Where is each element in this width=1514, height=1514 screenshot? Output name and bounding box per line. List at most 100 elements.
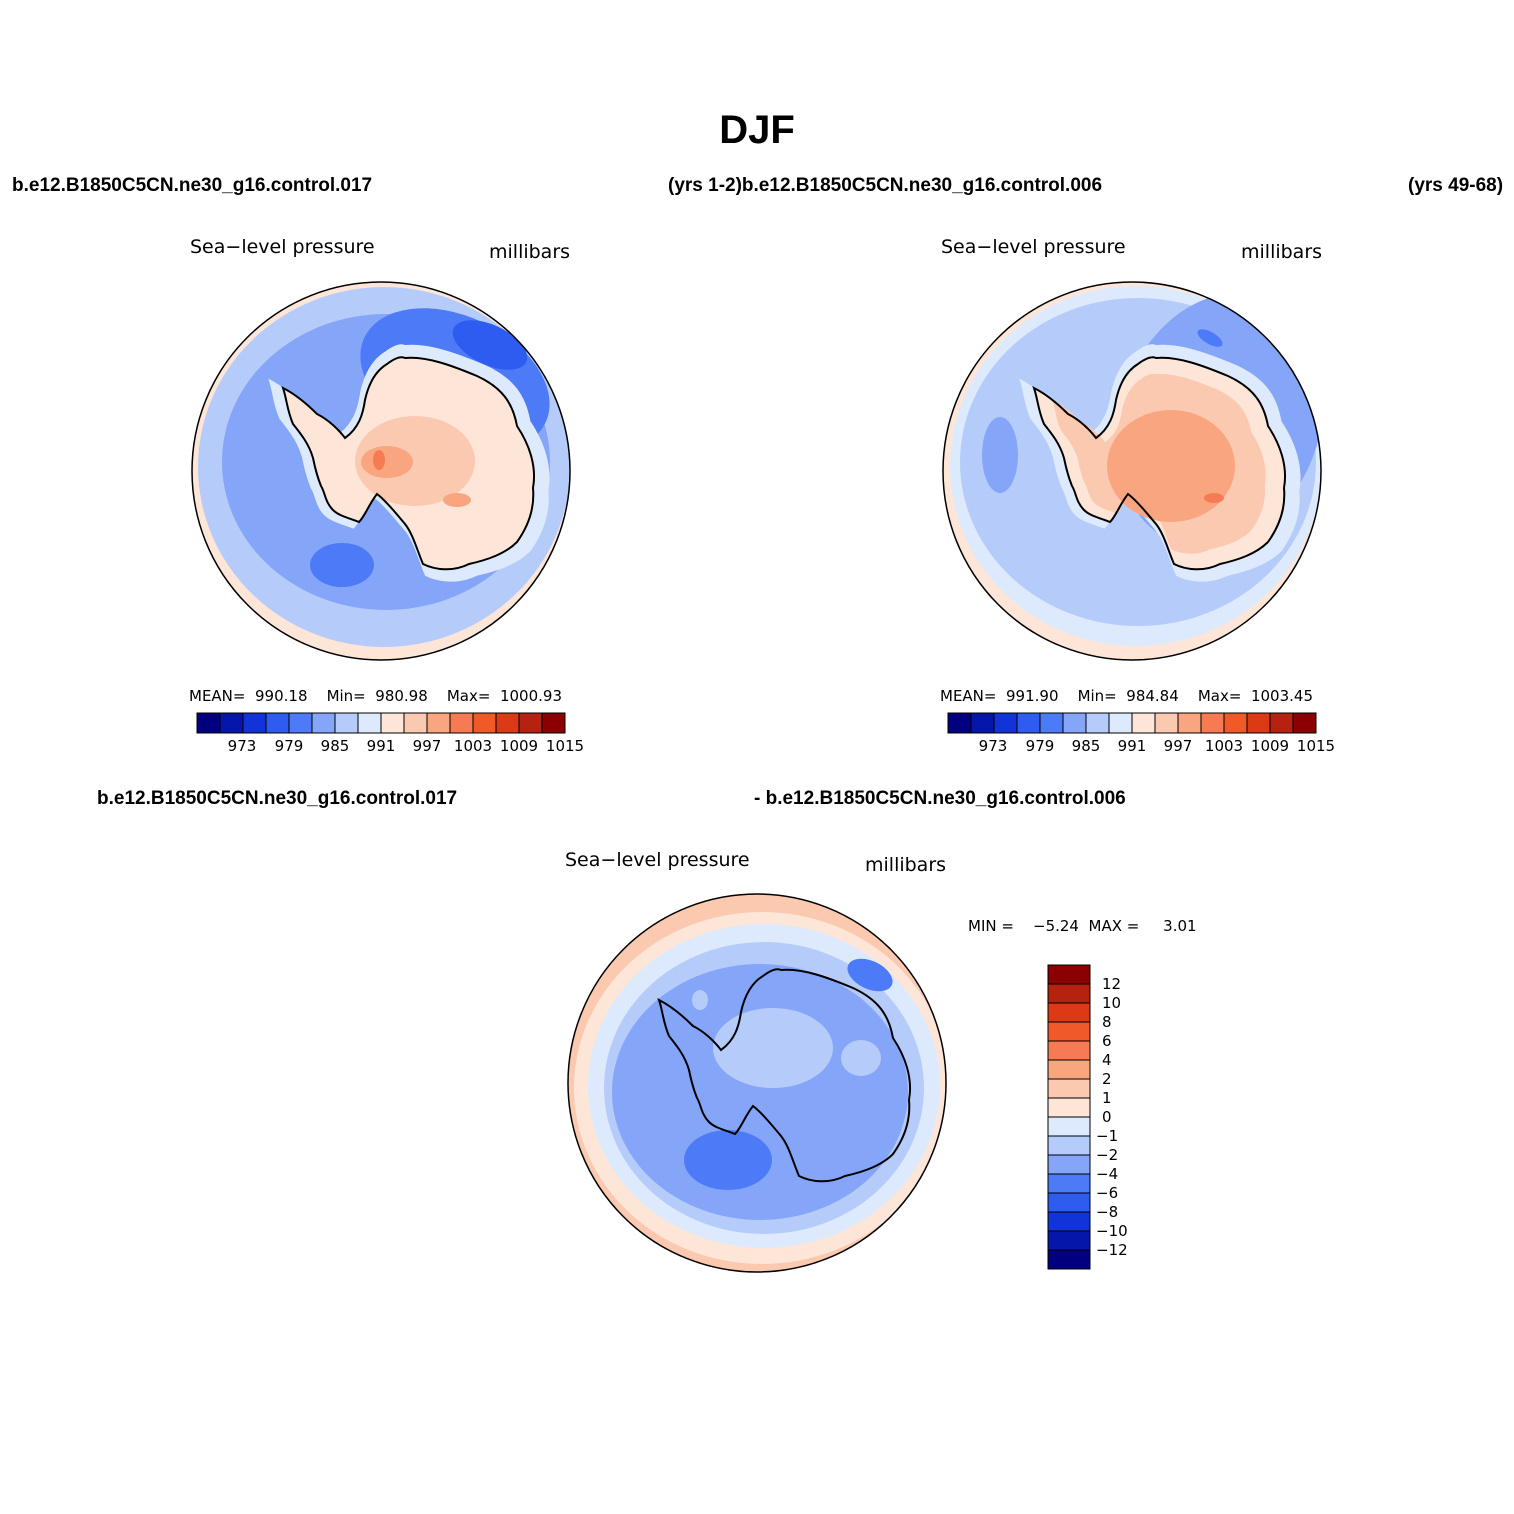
- diff-colorbar-tick-label: −8: [1096, 1203, 1118, 1221]
- panel1-colorbar-swatch: [265, 712, 290, 734]
- panel1-colorbar-tick-label: 997: [413, 737, 442, 755]
- diff-colorbar-swatch: [1047, 1002, 1091, 1023]
- diff-colorbar-swatch: [1047, 983, 1091, 1004]
- panel1-colorbar: 973 979 985 991 997 1003 1009 1015: [196, 712, 584, 755]
- panel2-colorbar-swatch: [1200, 712, 1225, 734]
- diff-colorbar-swatch: [1047, 1116, 1091, 1137]
- panel3-units-label: millibars: [865, 854, 947, 876]
- diff-case-a-label: b.e12.B1850C5CN.ne30_g16.control.017: [97, 788, 458, 809]
- panel1-colorbar-tick-label: 1015: [546, 737, 584, 755]
- diff-colorbar-swatch: [1047, 1211, 1091, 1232]
- diff-case-b-label: - b.e12.B1850C5CN.ne30_g16.control.006: [754, 788, 1126, 809]
- panel1-colorbar-tick-label: 985: [321, 737, 350, 755]
- panel1-colorbar-swatch: [541, 712, 566, 734]
- panel3-variable-label: Sea−level pressure: [565, 849, 750, 871]
- diff-colorbar-swatch: [1047, 1021, 1091, 1042]
- panel2-colorbar-tick-label: 985: [1072, 737, 1101, 755]
- panel1-colorbar-tick-label: 973: [228, 737, 257, 755]
- panel2-map: [942, 281, 1322, 661]
- panel2-colorbar-tick-label: 973: [979, 737, 1008, 755]
- panel2-colorbar-swatch: [1016, 712, 1041, 734]
- panel2-colorbar-tick-label: 1003: [1205, 737, 1243, 755]
- panel1-colorbar-tick-label: 1003: [454, 737, 492, 755]
- years-b-label: (yrs 49-68): [1408, 175, 1504, 196]
- diff-colorbar-tick-label: 0: [1102, 1108, 1112, 1126]
- panel2-stats: MEAN= 991.90 Min= 984.84 Max= 1003.45: [940, 687, 1313, 705]
- diff-colorbar-swatch: [1047, 1173, 1091, 1194]
- panel2-colorbar-swatch: [1269, 712, 1294, 734]
- figure-title: DJF: [719, 108, 795, 152]
- panel2-colorbar-swatch: [1292, 712, 1317, 734]
- panel2-colorbar-swatch: [1039, 712, 1064, 734]
- panel2-colorbar-swatch: [1246, 712, 1271, 734]
- panel1-colorbar-swatch: [196, 712, 221, 734]
- diff-colorbar-swatch: [1047, 964, 1091, 985]
- diff-colorbar-tick-label: −1: [1096, 1127, 1118, 1145]
- panel1-colorbar-tick-label: 991: [367, 737, 396, 755]
- panel3-map: [567, 893, 947, 1273]
- diff-colorbar-swatch: [1047, 1040, 1091, 1061]
- diff-colorbar-swatch: [1047, 1192, 1091, 1213]
- diff-colorbar-tick-label: −12: [1096, 1241, 1128, 1259]
- diff-colorbar-tick-label: 6: [1102, 1032, 1112, 1050]
- panel1-colorbar-tick-label: 1009: [500, 737, 538, 755]
- panel2-colorbar-tick-label: 1015: [1297, 737, 1335, 755]
- diff-colorbar-swatch: [1047, 1078, 1091, 1099]
- panel1-colorbar-swatch: [403, 712, 428, 734]
- diff-colorbar-tick-label: 8: [1102, 1013, 1112, 1031]
- panel1-colorbar-swatch: [518, 712, 543, 734]
- panel1-colorbar-swatch: [426, 712, 451, 734]
- panel1-colorbar-swatch: [495, 712, 520, 734]
- diff-colorbar-tick-label: 12: [1102, 975, 1121, 993]
- panel1-colorbar-swatch: [219, 712, 244, 734]
- diff-colorbar-tick-label: 10: [1102, 994, 1121, 1012]
- panel2-colorbar-swatch: [993, 712, 1018, 734]
- case-a-label: b.e12.B1850C5CN.ne30_g16.control.017: [12, 175, 373, 196]
- panel2-colorbar-swatch: [1154, 712, 1179, 734]
- diff-colorbar-tick-label: 2: [1102, 1070, 1112, 1088]
- panel2-units-label: millibars: [1241, 241, 1323, 263]
- diff-colorbar-tick-label: 1: [1102, 1089, 1112, 1107]
- panel2-colorbar-swatch: [970, 712, 995, 734]
- panel2-colorbar-swatch: [1085, 712, 1110, 734]
- panel3-stats: MIN = −5.24 MAX = 3.01: [968, 917, 1197, 935]
- panel1-map: [191, 281, 571, 661]
- panel2-colorbar-tick-label: 1009: [1251, 737, 1289, 755]
- panel1-colorbar-swatch: [472, 712, 497, 734]
- panel2-colorbar-tick-label: 979: [1026, 737, 1055, 755]
- panel1-variable-label: Sea−level pressure: [190, 236, 375, 258]
- panel1-colorbar-swatch: [288, 712, 313, 734]
- panel2-variable-label: Sea−level pressure: [941, 236, 1126, 258]
- diff-colorbar-swatch: [1047, 1097, 1091, 1118]
- diff-colorbar-swatch: [1047, 1135, 1091, 1156]
- diff-colorbar-tick-label: −2: [1096, 1146, 1118, 1164]
- panel1-colorbar-swatch: [334, 712, 359, 734]
- panel2-colorbar-swatch: [1062, 712, 1087, 734]
- panel2-colorbar-tick-label: 991: [1118, 737, 1147, 755]
- panel1-colorbar-swatch: [380, 712, 405, 734]
- diff-colorbar-swatch: [1047, 1059, 1091, 1080]
- diff-colorbar-swatch: [1047, 1154, 1091, 1175]
- diff-colorbar-tick-label: −4: [1096, 1165, 1118, 1183]
- panel2-colorbar-tick-label: 997: [1164, 737, 1193, 755]
- panel1-colorbar-swatch: [449, 712, 474, 734]
- panel1-colorbar-swatch: [357, 712, 382, 734]
- panel1-colorbar-swatch: [242, 712, 267, 734]
- diff-colorbar-tick-label: 4: [1102, 1051, 1112, 1069]
- diff-colorbar-swatch: [1047, 1230, 1091, 1251]
- panel1-colorbar-tick-label: 979: [275, 737, 304, 755]
- panel2-colorbar-swatch: [1223, 712, 1248, 734]
- diff-colorbar-tick-label: −6: [1096, 1184, 1118, 1202]
- panel1-stats: MEAN= 990.18 Min= 980.98 Max= 1000.93: [189, 687, 562, 705]
- panel2-colorbar-swatch: [1177, 712, 1202, 734]
- panel1-units-label: millibars: [489, 241, 571, 263]
- panel1-colorbar-swatch: [311, 712, 336, 734]
- panel2-colorbar-swatch: [947, 712, 972, 734]
- panel2-colorbar: 973 979 985 991 997 1003 1009 1015: [947, 712, 1335, 755]
- panel2-colorbar-swatch: [1108, 712, 1133, 734]
- case-b-label: (yrs 1-2)b.e12.B1850C5CN.ne30_g16.contro…: [668, 175, 1103, 196]
- panel2-colorbar-swatch: [1131, 712, 1156, 734]
- diff-colorbar-swatch: [1047, 1249, 1091, 1270]
